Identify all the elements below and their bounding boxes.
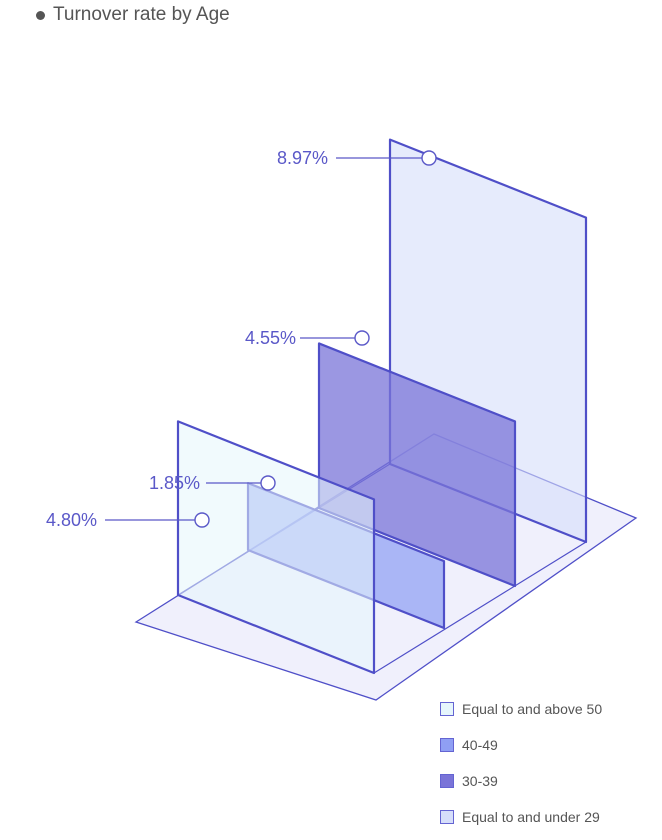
- data-label-1: 1.85%: [149, 473, 200, 493]
- data-label-2: 4.55%: [245, 328, 296, 348]
- legend-swatch-40-49: [440, 738, 454, 752]
- legend-swatch-under-29: [440, 810, 454, 824]
- marker-3: [421, 150, 437, 166]
- legend-item-30-39[interactable]: 30-39: [440, 768, 602, 794]
- legend-item-40-49[interactable]: 40-49: [440, 732, 602, 758]
- legend-item-50-plus[interactable]: Equal to and above 50: [440, 696, 602, 722]
- data-label-0: 4.80%: [46, 510, 97, 530]
- marker-2: [354, 330, 370, 346]
- legend-label-30-39: 30-39: [462, 773, 498, 789]
- chart-title: Turnover rate by Age: [53, 4, 230, 25]
- legend-label-under-29: Equal to and under 29: [462, 809, 600, 825]
- floor-spine-front: [373, 541, 587, 674]
- legend-swatch-50-plus: [440, 702, 454, 716]
- bar-0: [176, 420, 376, 675]
- legend-label-40-49: 40-49: [462, 737, 498, 753]
- data-label-3: 8.97%: [277, 148, 328, 168]
- marker-0: [194, 512, 210, 528]
- legend: Equal to and above 50 40-49 30-39 Equal …: [440, 696, 602, 840]
- legend-label-50-plus: Equal to and above 50: [462, 701, 603, 717]
- legend-item-under-29[interactable]: Equal to and under 29: [440, 804, 602, 830]
- legend-swatch-30-39: [440, 774, 454, 788]
- chart-title-row: Turnover rate by Age: [36, 0, 230, 30]
- title-bullet-icon: [36, 10, 45, 20]
- marker-1: [260, 475, 276, 491]
